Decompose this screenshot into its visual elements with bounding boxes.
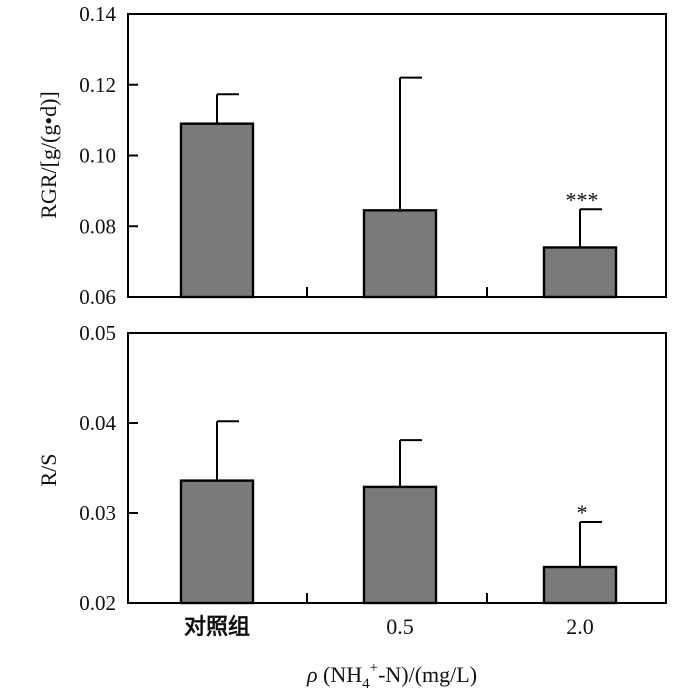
rs-panel: 0.02 0.03 0.04 0.05 R/S * [36, 321, 667, 615]
x-category-label: 对照组 [184, 614, 250, 639]
significance-label: * [577, 500, 588, 525]
y-tick-label: 0.04 [79, 411, 116, 435]
bar [542, 565, 618, 605]
y-tick-label: 0.08 [79, 214, 116, 238]
bar [362, 485, 438, 605]
bar [542, 246, 618, 299]
bar [179, 479, 255, 605]
x-axis-title-sub: 4 [362, 676, 370, 692]
x-axis-title-rest: -N)/(mg/L) [378, 662, 477, 687]
x-category-label: 0.5 [386, 614, 414, 639]
bar [362, 209, 438, 299]
x-axis-title: ρ (NH4+-N)/(mg/L) [306, 660, 477, 692]
x-axis-title-main: (NH [318, 662, 363, 687]
y-tick-label: 0.14 [79, 2, 116, 26]
y-tick-label: 0.05 [79, 321, 116, 345]
y-tick-label: 0.12 [79, 73, 116, 97]
y-tick-label: 0.02 [79, 591, 116, 615]
y-tick-label: 0.03 [79, 501, 116, 525]
rgr-y-axis-title: RGR/[g/(g•d)] [36, 91, 61, 218]
y-tick-label: 0.10 [79, 144, 116, 168]
significance-label: *** [566, 187, 599, 212]
x-axis-title-sup: + [370, 660, 378, 676]
bar [179, 122, 255, 299]
rs-y-axis-title: R/S [36, 453, 61, 486]
x-axis-title-rho: ρ [306, 662, 318, 687]
x-category-label: 2.0 [566, 614, 594, 639]
y-tick-label: 0.06 [79, 285, 116, 309]
rgr-panel: 0.06 0.08 0.10 0.12 0.14 RGR/[g/(g•d)] *** [36, 2, 667, 309]
x-category-labels: 对照组 0.5 2.0 [184, 614, 594, 639]
